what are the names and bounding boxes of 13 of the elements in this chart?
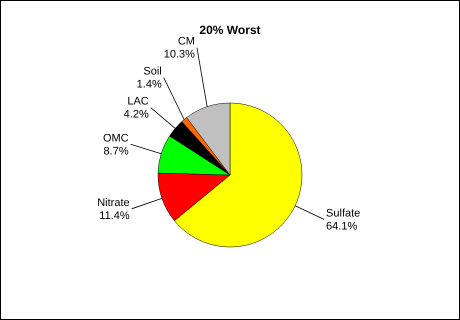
- slice-label: Soil: [143, 66, 162, 78]
- slice-label: LAC: [127, 96, 149, 108]
- data-label: 10.3%: [164, 48, 196, 61]
- slice-label: Sulfate: [326, 207, 360, 220]
- data-label: 11.4%: [99, 210, 130, 222]
- slice-label: OMC: [102, 132, 129, 144]
- chart-title: 20% Worst: [199, 23, 261, 37]
- slice-label: Nitrate: [97, 196, 130, 209]
- data-label: 1.4%: [136, 78, 162, 91]
- data-label: 4.2%: [124, 108, 149, 121]
- data-label: 8.7%: [104, 145, 129, 158]
- slice-label: CM: [178, 36, 195, 48]
- data-label: 64.1%: [326, 220, 358, 232]
